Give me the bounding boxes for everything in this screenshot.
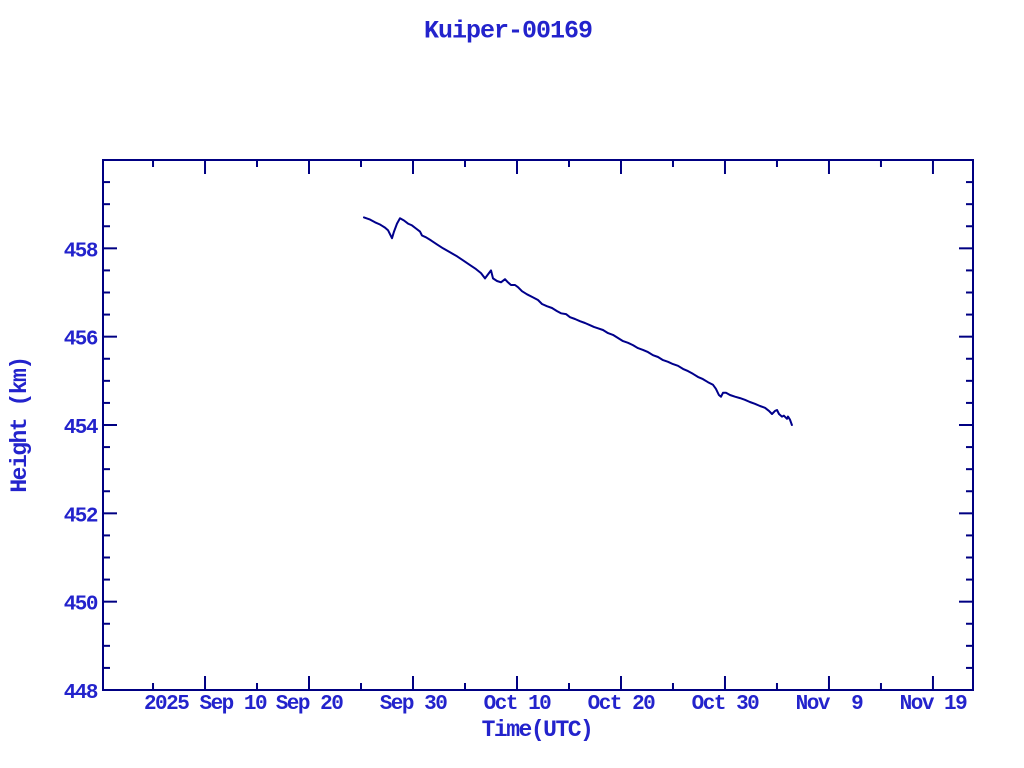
x-tick-label: Nov 19 (900, 693, 968, 716)
x-tick-label: 2025 Sep 10 (144, 693, 267, 716)
y-tick-label: 456 (64, 329, 98, 352)
x-tick-label: Oct 20 (588, 693, 656, 716)
y-axis-title: Height (km) (7, 357, 33, 493)
y-tick-label: 450 (64, 594, 98, 617)
x-tick-label: Sep 20 (276, 693, 344, 716)
x-axis-title: Time(UTC) (481, 717, 594, 743)
y-tick-label: 448 (64, 682, 98, 705)
x-tick-label: Oct 10 (484, 693, 552, 716)
plot-frame (102, 159, 974, 691)
height-series-line (363, 216, 793, 426)
y-tick-label: 452 (64, 505, 98, 528)
chart-title: Kuiper-00169 (423, 16, 593, 46)
x-tick-label: Oct 30 (692, 693, 760, 716)
x-tick-label: Sep 30 (380, 693, 448, 716)
y-tick-label: 458 (64, 240, 98, 263)
x-tick-label: Nov 9 (796, 693, 864, 716)
y-tick-label: 454 (64, 417, 98, 440)
